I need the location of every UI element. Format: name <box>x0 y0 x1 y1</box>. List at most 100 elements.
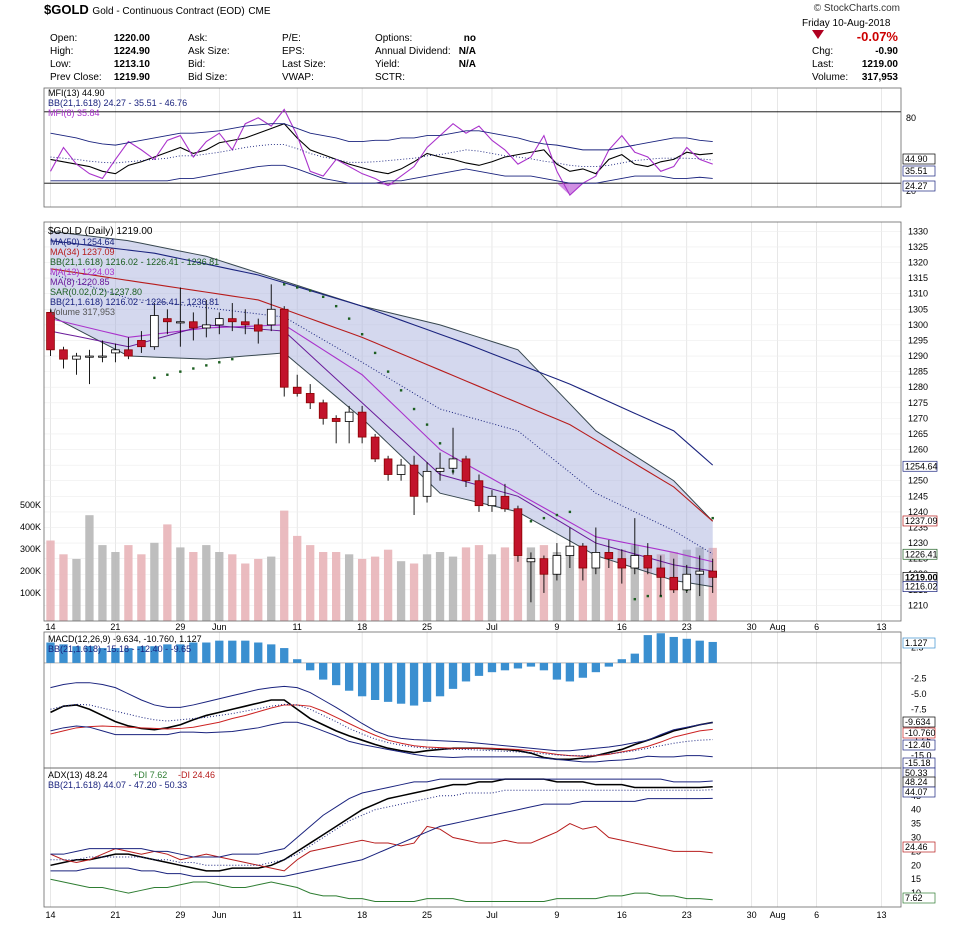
mfi-level-80: 80 <box>906 113 916 123</box>
price-tick-label: 1290 <box>908 351 928 361</box>
sar-dot <box>283 283 286 286</box>
sar-dot <box>218 361 221 364</box>
price-tick-label: 1265 <box>908 429 928 439</box>
mfi-line-0 <box>50 123 713 175</box>
candle-body <box>85 355 94 358</box>
sar-dot <box>231 357 234 361</box>
macd-tag-hist: 1.127 <box>905 638 928 648</box>
adx-tags: 50.33 48.24 44.07 24.46 7.62 <box>902 767 936 904</box>
price-legend-1: $GOLD (Daily) 1219.00 <box>48 226 153 237</box>
candle-body <box>370 436 380 460</box>
sar-dot <box>555 513 559 517</box>
macd-tag-box-1 <box>902 637 936 649</box>
macd-histogram-bar <box>163 644 172 663</box>
price-frame <box>43 221 902 622</box>
macd-histogram-bar <box>461 662 471 682</box>
adx-tick-label: 15 <box>911 874 921 884</box>
volume-bar <box>163 524 172 621</box>
gridlines: 14 14 21 21 29 29 Jun Jun 11 11 18 18 25 25 Jul Jul 9 9 16… <box>45 88 887 920</box>
macd-histogram-bar <box>552 662 562 680</box>
price-legend-6: MA(8) 1220.85 <box>50 277 110 287</box>
macd-tag-macd: -9.634 <box>905 717 931 727</box>
label-bid: Bid: <box>188 59 206 70</box>
sar-dot <box>633 597 637 601</box>
candle-body <box>189 321 198 329</box>
price-legend-8: BB(21,1.618) 1216.02 - 1226.41 - 1236.81 <box>50 297 219 307</box>
x-tick-label: 9 <box>554 910 559 920</box>
adx-legend-adx: ADX(13) 48.24 <box>48 770 108 780</box>
price-tag-box <box>902 515 938 527</box>
symbol: $GOLD <box>44 2 89 17</box>
price-tick-label: 1230 <box>908 538 928 548</box>
x-tick-label: 11 <box>293 622 302 632</box>
price-tick-label: 1235 <box>908 522 928 532</box>
macd-tag-bb-lower: -15.18 <box>905 758 931 768</box>
x-tick-label: Jun <box>212 910 227 920</box>
sar-dot <box>347 317 351 320</box>
macd-histogram-bar <box>383 662 393 702</box>
price-tick-label: 1245 <box>908 491 928 501</box>
candle-body <box>552 555 562 575</box>
candle-body <box>357 411 367 438</box>
volume-tick-300k: 300K <box>20 544 41 554</box>
candle-body <box>240 321 250 326</box>
price-tick-label: 1280 <box>908 382 928 392</box>
volume-bar <box>293 535 302 621</box>
macd-line-0 <box>50 699 713 761</box>
candle-body <box>513 508 523 556</box>
volume-bar <box>357 558 367 621</box>
sar-dot <box>308 289 312 292</box>
macd-histogram-bar <box>306 662 315 671</box>
volume-bar <box>409 563 419 621</box>
price-legend-5: MA(13) 1224.03 <box>50 267 115 277</box>
volume-bar <box>267 556 276 621</box>
label-sctr: SCTR: <box>375 72 405 83</box>
panel-frames <box>43 87 902 908</box>
macd-histogram-bar <box>448 662 458 689</box>
macd-histogram-bar <box>357 662 367 697</box>
macd-histogram-bar <box>293 659 302 663</box>
price-tick-label: 1260 <box>908 445 928 455</box>
candle-body <box>176 321 185 324</box>
adx-line-0 <box>50 778 713 872</box>
sar-dot <box>166 373 169 376</box>
label-yield: Yield: <box>375 59 400 70</box>
quote-date: Friday 10-Aug-2018 <box>802 18 891 29</box>
x-tick-label: 25 <box>422 910 432 920</box>
volume-bar <box>396 561 406 621</box>
macd-histogram-bar <box>98 648 107 663</box>
x-tick-label: Jul <box>486 622 498 632</box>
volume-bar <box>306 545 315 621</box>
macd-line-4 <box>50 721 713 763</box>
volume-tick-200k: 200K <box>20 566 41 576</box>
candle-body <box>708 570 718 578</box>
label-options: Options: <box>375 33 413 44</box>
adx-tick-label: 20 <box>911 860 921 870</box>
mfi-tag-box-3 <box>902 180 936 192</box>
macd-tick-label: -2.5 <box>911 673 927 683</box>
price-tag: 1216.02 <box>905 582 938 592</box>
x-tick-label: 6 <box>814 910 819 920</box>
sar-dot <box>646 594 649 598</box>
candle-body <box>526 558 536 563</box>
mfi-panel <box>44 108 901 196</box>
label-high: High: <box>50 46 74 57</box>
candle-body <box>227 318 237 323</box>
volume-bar <box>370 556 380 621</box>
macd-histogram-bar <box>150 646 159 663</box>
label-bid-size: Bid Size: <box>188 72 228 83</box>
volume-bar <box>189 552 198 621</box>
candle-body <box>695 570 705 575</box>
volume-bar <box>332 552 341 621</box>
macd-histogram-bar <box>254 642 263 663</box>
mfi-legend: MFI(13) 44.90 BB(21,1.618) 24.27 - 35.51… <box>48 88 187 118</box>
candle-body <box>474 480 484 507</box>
bollinger-band-fill <box>50 231 713 587</box>
adx-panel: 504540353025201510 <box>50 777 921 902</box>
volume-bar <box>150 542 159 621</box>
volume-bar <box>137 554 146 621</box>
x-tick-label: 13 <box>877 910 887 920</box>
adx-legend-plus-di: +DI 7.62 <box>133 770 167 780</box>
adx-tag-box-5 <box>902 892 936 904</box>
volume-bar <box>435 552 445 621</box>
